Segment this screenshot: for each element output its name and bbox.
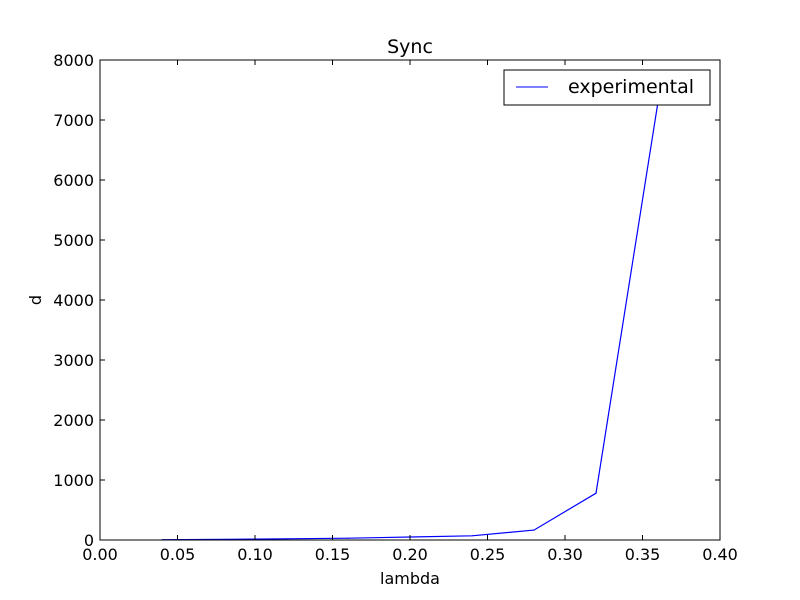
x-tick-label: 0.25 xyxy=(470,545,506,564)
y-tick-label: 2000 xyxy=(53,411,94,430)
data-point xyxy=(347,537,349,539)
series-line-experimental xyxy=(161,101,659,540)
data-point xyxy=(595,492,597,494)
chart-title: Sync xyxy=(387,36,433,58)
legend-label: experimental xyxy=(568,76,694,98)
y-tick-label: 1000 xyxy=(53,471,94,490)
x-tick-label: 0.15 xyxy=(315,545,351,564)
y-axis: 0 1000 2000 3000 4000 5000 6000 7000 8000 xyxy=(53,51,720,550)
y-tick-label: 7000 xyxy=(53,111,94,130)
x-axis: 0.00 0.05 0.10 0.15 0.20 0.25 0.30 0.35 0.40 xyxy=(82,60,738,564)
y-tick-label: 6000 xyxy=(53,171,94,190)
x-tick-label: 0.20 xyxy=(392,545,428,564)
data-point xyxy=(285,538,287,540)
x-tick-label: 0.10 xyxy=(237,545,273,564)
data-point xyxy=(471,535,473,537)
y-tick-label: 0 xyxy=(84,531,94,550)
y-tick-label: 4000 xyxy=(53,291,94,310)
x-tick-label: 0.40 xyxy=(702,545,738,564)
series-layer xyxy=(161,101,659,540)
x-tick-label: 0.30 xyxy=(547,545,583,564)
y-axis-label: d xyxy=(26,295,45,305)
y-tick-label: 3000 xyxy=(53,351,94,370)
x-tick-label: 0.00 xyxy=(82,545,118,564)
x-axis-label: lambda xyxy=(380,569,440,588)
legend: experimental xyxy=(503,69,711,106)
y-tick-label: 8000 xyxy=(53,51,94,70)
y-tick-label: 5000 xyxy=(53,231,94,250)
x-tick-label: 0.05 xyxy=(160,545,196,564)
data-point xyxy=(533,529,535,531)
x-tick-label: 0.35 xyxy=(625,545,661,564)
